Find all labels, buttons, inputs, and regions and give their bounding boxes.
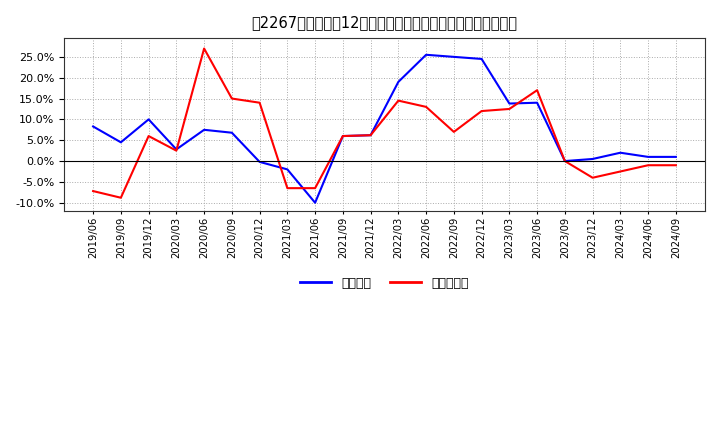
経常利益	[228, 130, 236, 136]
当期純利益	[533, 88, 541, 93]
経常利益	[422, 52, 431, 58]
当期純利益	[228, 96, 236, 101]
経常利益	[588, 156, 597, 161]
経常利益	[199, 127, 208, 132]
経常利益	[172, 147, 181, 152]
経常利益	[394, 79, 402, 84]
Line: 当期純利益: 当期純利益	[93, 48, 676, 198]
経常利益	[505, 101, 513, 106]
当期純利益	[505, 106, 513, 112]
Title: ［2267］　利益の12か月移動合計の対前年同期増減率の推移: ［2267］ 利益の12か月移動合計の対前年同期増減率の推移	[251, 15, 518, 30]
経常利益	[89, 124, 97, 129]
当期純利益	[616, 169, 625, 174]
当期純利益	[338, 133, 347, 139]
当期純利益	[311, 186, 320, 191]
当期純利益	[89, 188, 97, 194]
当期純利益	[644, 163, 652, 168]
当期純利益	[449, 129, 458, 135]
当期純利益	[199, 46, 208, 51]
当期純利益	[422, 104, 431, 110]
経常利益	[144, 117, 153, 122]
当期純利益	[172, 148, 181, 153]
経常利益	[477, 56, 486, 62]
当期純利益	[394, 98, 402, 103]
当期純利益	[561, 158, 570, 164]
経常利益	[283, 167, 292, 172]
経常利益	[256, 159, 264, 165]
経常利益	[311, 200, 320, 205]
経常利益	[338, 133, 347, 139]
経常利益	[533, 100, 541, 105]
経常利益	[644, 154, 652, 160]
当期純利益	[117, 195, 125, 200]
経常利益	[366, 132, 375, 138]
経常利益	[117, 139, 125, 145]
経常利益	[561, 158, 570, 164]
経常利益	[449, 54, 458, 59]
Legend: 経常利益, 当期純利益: 経常利益, 当期純利益	[295, 272, 474, 295]
Line: 経常利益: 経常利益	[93, 55, 676, 203]
経常利益	[672, 154, 680, 160]
当期純利益	[283, 186, 292, 191]
経常利益	[616, 150, 625, 155]
当期純利益	[588, 175, 597, 180]
当期純利益	[256, 100, 264, 105]
当期純利益	[477, 108, 486, 114]
当期純利益	[144, 133, 153, 139]
当期純利益	[366, 132, 375, 138]
当期純利益	[672, 163, 680, 168]
